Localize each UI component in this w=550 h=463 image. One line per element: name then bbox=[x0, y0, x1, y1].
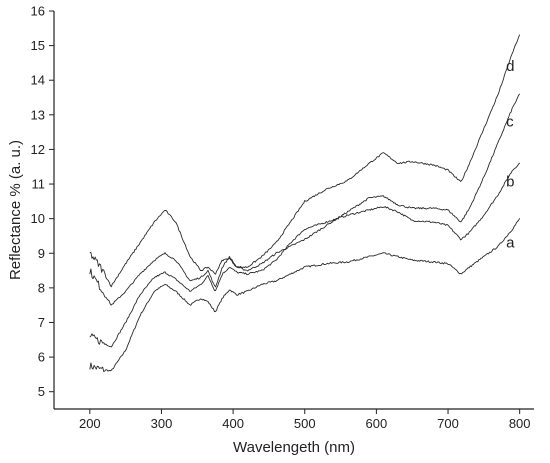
y-tick-label: 12 bbox=[31, 142, 45, 157]
x-tick-label: 200 bbox=[79, 416, 101, 431]
x-tick-label: 400 bbox=[222, 416, 244, 431]
x-ticks: 200 300 400 500 600 700 800 bbox=[79, 409, 531, 431]
x-axis-title: Wavelengeth (nm) bbox=[233, 439, 355, 456]
series-line-b bbox=[89, 162, 521, 348]
y-tick-label: 7 bbox=[38, 315, 45, 330]
curve-labels: a b c d bbox=[506, 58, 515, 251]
series-line-a bbox=[89, 218, 521, 373]
y-tick-label: 6 bbox=[38, 350, 45, 365]
y-axis-title: Reflectance % (a. u.) bbox=[7, 140, 24, 280]
y-tick-label: 16 bbox=[31, 4, 45, 19]
y-tick-label: 9 bbox=[38, 246, 45, 261]
x-tick-label: 300 bbox=[151, 416, 173, 431]
series-label-a: a bbox=[506, 234, 515, 251]
curves bbox=[89, 34, 521, 373]
y-tick-label: 8 bbox=[38, 280, 45, 295]
y-tick-label: 11 bbox=[32, 177, 46, 192]
series-label-d: d bbox=[506, 58, 514, 75]
y-tick-label: 13 bbox=[31, 107, 45, 122]
y-tick-label: 14 bbox=[31, 73, 45, 88]
y-tick-label: 10 bbox=[31, 211, 45, 226]
series-label-c: c bbox=[506, 114, 514, 131]
series-line-d bbox=[89, 34, 521, 288]
x-tick-label: 600 bbox=[366, 416, 388, 431]
plot-area bbox=[53, 11, 534, 410]
x-tick-label: 500 bbox=[294, 416, 316, 431]
series-line-c bbox=[89, 93, 521, 306]
y-tick-label: 15 bbox=[31, 38, 45, 53]
series-label-b: b bbox=[506, 173, 514, 190]
y-tick-label: 5 bbox=[38, 384, 45, 399]
x-tick-label: 700 bbox=[437, 416, 459, 431]
y-ticks: 5 6 7 8 9 10 11 12 13 14 15 16 bbox=[31, 4, 54, 399]
x-tick-label: 800 bbox=[509, 416, 531, 431]
